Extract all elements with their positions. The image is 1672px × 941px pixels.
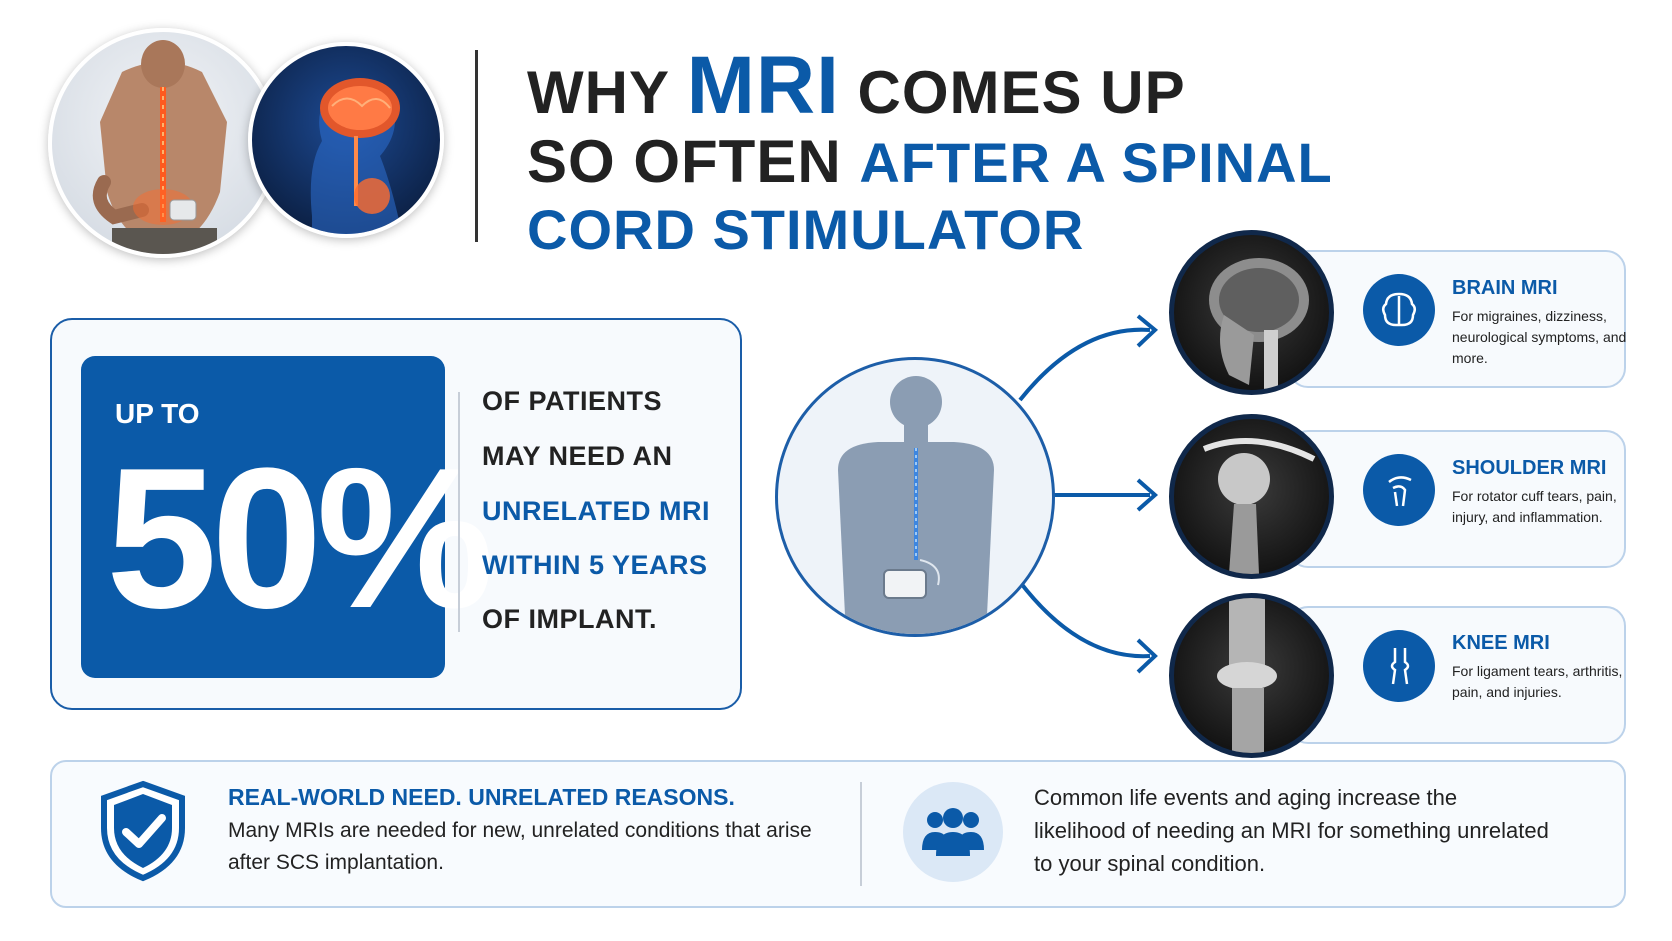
mri-description: For ligament tears, arthritis, pain, and… <box>1452 663 1623 700</box>
bottom-divider <box>860 782 862 886</box>
stat-line: OF PATIENTS <box>482 386 662 416</box>
shoulder-icon <box>1363 454 1435 526</box>
brain-icon <box>1363 274 1435 346</box>
title-divider <box>475 50 478 242</box>
title-text: COMES UP <box>839 59 1186 126</box>
stat-line: MAY NEED AN <box>482 441 673 471</box>
stat-line: WITHIN 5 YEARS <box>482 550 708 580</box>
knee-icon <box>1363 630 1435 702</box>
torso-implant-illustration <box>775 357 1055 637</box>
mri-card-knee <box>1288 606 1626 744</box>
mri-description: For rotator cuff tears, pain, injury, an… <box>1452 488 1617 525</box>
stat-line: OF IMPLANT. <box>482 604 657 634</box>
page-title: WHY MRI COMES UP <box>527 45 1186 127</box>
back-pain-photo <box>48 28 278 258</box>
life-events-text: Common life events and aging increase th… <box>1034 785 1549 876</box>
people-group-icon <box>903 782 1003 882</box>
bottom-panel <box>50 760 1626 908</box>
connector-arrows <box>1018 314 1159 674</box>
knee-mri-scan <box>1169 593 1334 758</box>
brain-nervous-system-photo <box>248 42 444 238</box>
shield-check-icon <box>98 780 188 887</box>
mri-title: KNEE MRI <box>1452 632 1550 654</box>
stat-divider <box>458 392 460 632</box>
title-text: WHY <box>527 59 687 126</box>
shoulder-mri-scan <box>1169 414 1334 579</box>
brain-mri-scan <box>1169 230 1334 395</box>
title-highlight-mri: MRI <box>686 40 840 131</box>
mri-card-shoulder <box>1288 430 1626 568</box>
mri-description: For migraines, dizziness, neurological s… <box>1452 308 1627 366</box>
stat-value: 50% <box>106 427 494 650</box>
stat-prefix: UP TO <box>115 398 200 429</box>
title-line-3: CORD STIMULATOR <box>527 198 1085 261</box>
title-highlight: AFTER A SPINAL <box>859 131 1333 194</box>
mri-title: BRAIN MRI <box>1452 277 1558 299</box>
stat-box <box>81 356 445 678</box>
mri-title: SHOULDER MRI <box>1452 457 1607 479</box>
reason-title: REAL-WORLD NEED. UNRELATED REASONS. <box>228 784 735 810</box>
title-line-2: SO OFTEN AFTER A SPINAL <box>527 128 1333 197</box>
stat-line: UNRELATED MRI <box>482 496 710 526</box>
mri-card-brain <box>1288 250 1626 388</box>
reason-text: Many MRIs are needed for new, unrelated … <box>228 819 812 874</box>
title-text: SO OFTEN <box>527 128 860 195</box>
